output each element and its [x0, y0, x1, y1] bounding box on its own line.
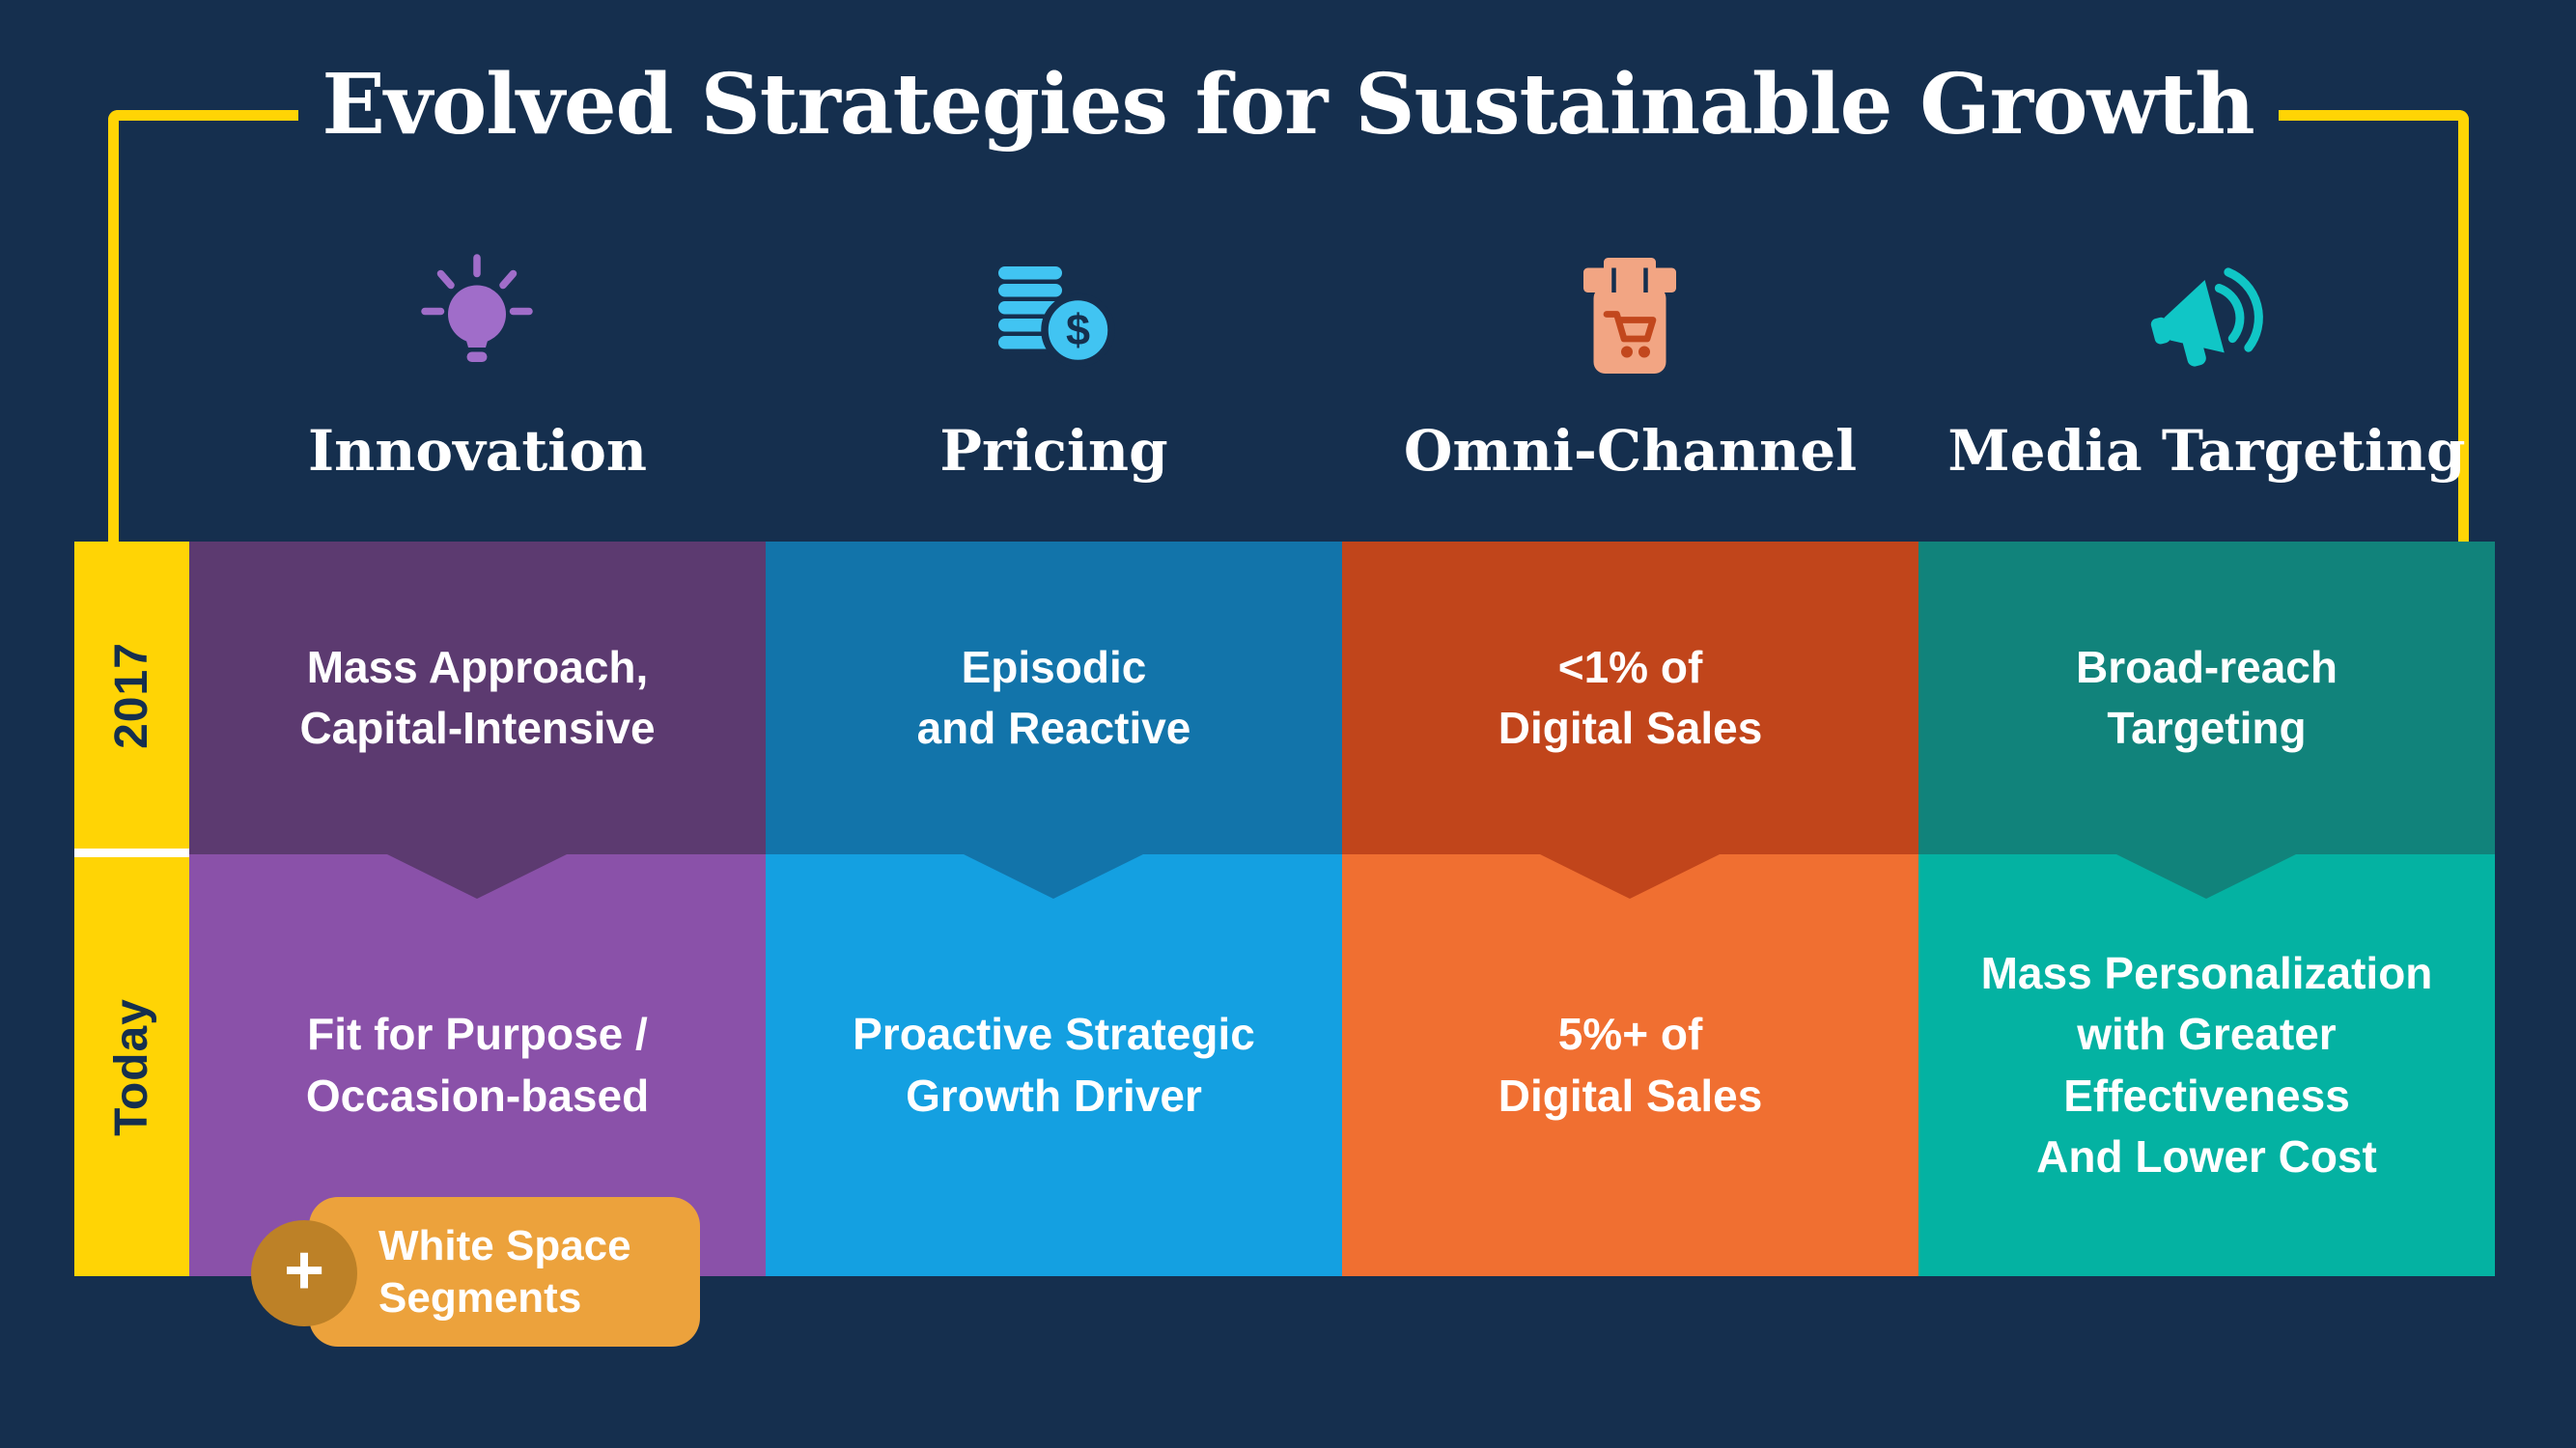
page-title: Evolved Strategies for Sustainable Growt…: [322, 56, 2254, 153]
column-label-pricing: Pricing: [939, 418, 1168, 484]
cell-innovation-2017: Mass Approach, Capital-Intensive: [189, 542, 766, 854]
svg-text:$: $: [1066, 305, 1090, 354]
lightbulb-icon: [405, 246, 549, 391]
frame-bracket-left: [108, 110, 298, 553]
row-label-today: Today: [74, 857, 189, 1276]
storefront-cart-icon: [1557, 246, 1702, 391]
chevron-omni: [1540, 854, 1720, 899]
column-media-targeting: Media Targeting Broad-reach Targeting Ma…: [1918, 0, 2495, 1448]
column-label-innovation: Innovation: [307, 418, 648, 484]
column-omni-channel: Omni-Channel <1% of Digital Sales 5%+ of…: [1342, 0, 1918, 1448]
row-separator: [74, 849, 189, 857]
frame-bracket-right: [2279, 110, 2469, 553]
cell-pricing-today: Proactive Strategic Growth Driver: [766, 854, 1342, 1276]
row-label-2017: 2017: [74, 542, 189, 849]
cell-media-today: Mass Personalization with Greater Effect…: [1918, 854, 2495, 1276]
column-label-media-targeting: Media Targeting: [1947, 418, 2466, 484]
column-label-omni-channel: Omni-Channel: [1403, 418, 1858, 484]
row-label-today-text: Today: [106, 997, 158, 1136]
white-space-badge: White Space Segments: [309, 1197, 700, 1347]
column-innovation: Innovation Mass Approach, Capital-Intens…: [189, 0, 766, 1448]
coins-dollar-icon: $: [981, 246, 1126, 391]
cell-innovation-today: Fit for Purpose / Occasion-based: [189, 854, 766, 1276]
white-space-badge-label: White Space Segments: [378, 1221, 631, 1322]
column-pricing: $ Pricing Episodic and Reactive Proactiv…: [766, 0, 1342, 1448]
row-label-2017-text: 2017: [106, 641, 157, 749]
plus-icon: +: [251, 1220, 357, 1326]
row-label-rail: [74, 542, 189, 1276]
chevron-innovation: [387, 854, 567, 899]
cell-omni-today: 5%+ of Digital Sales: [1342, 854, 1918, 1276]
chevron-pricing: [964, 854, 1143, 899]
megaphone-icon: [2134, 246, 2279, 391]
chevron-media: [2116, 854, 2296, 899]
cell-media-2017: Broad-reach Targeting: [1918, 542, 2495, 854]
plus-icon-glyph: +: [283, 1232, 325, 1309]
cell-pricing-2017: Episodic and Reactive: [766, 542, 1342, 854]
cell-omni-2017: <1% of Digital Sales: [1342, 542, 1918, 854]
